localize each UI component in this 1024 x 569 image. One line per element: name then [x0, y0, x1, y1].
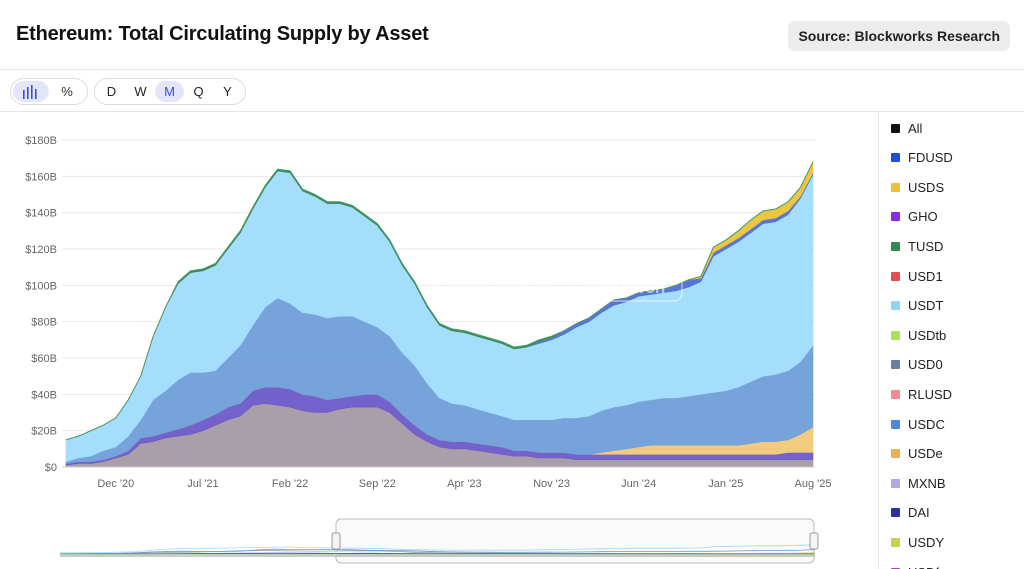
y-tick-label: $160B	[25, 171, 57, 183]
legend-label: USD1	[908, 268, 943, 284]
stacked-area-chart[interactable]: $0 $20B $40B $60B $80B $100B $120B $140B $160B $1…	[0, 112, 878, 569]
legend-label: USD0	[908, 357, 943, 373]
legend-item-gho[interactable]: GHO	[891, 207, 938, 227]
period-button-q[interactable]: Q	[193, 84, 204, 99]
percent-icon: %	[61, 84, 73, 99]
period-button-d[interactable]: D	[106, 84, 117, 99]
legend-swatch	[891, 567, 900, 569]
x-tick-label: Jul '21	[187, 478, 218, 490]
x-tick-label: Sep '22	[359, 478, 396, 490]
period-button-y[interactable]: Y	[223, 84, 232, 99]
navigator-window[interactable]	[335, 518, 815, 564]
navigator-line-usdc	[59, 548, 816, 555]
legend-swatch	[891, 123, 900, 133]
legend-label: USDY	[908, 534, 945, 550]
x-tick-label: Dec '20	[97, 478, 134, 490]
legend-label: RLUSD	[908, 386, 953, 402]
legend-swatch	[891, 212, 900, 222]
legend-swatch	[891, 330, 900, 340]
legend-item-all[interactable]: All	[891, 118, 922, 138]
y-tick-label: $100B	[25, 280, 57, 292]
legend-item-fdusd[interactable]: FDUSD	[891, 148, 953, 168]
legend-label: TUSD	[908, 238, 944, 254]
legend-label: FDUSD	[908, 150, 953, 166]
legend-item-usds[interactable]: USDS	[891, 177, 944, 197]
x-tick-label: Nov '23	[533, 478, 570, 490]
legend-swatch	[891, 182, 900, 192]
legend-swatch	[891, 389, 900, 399]
legend-swatch	[891, 537, 900, 547]
y-tick-label: $140B	[25, 208, 57, 220]
legend-swatch	[891, 153, 900, 163]
absolute-mode-button[interactable]	[13, 81, 49, 102]
legend-item-usdc[interactable]: USDC	[891, 414, 945, 434]
legend-swatch	[891, 360, 900, 370]
legend: All FDUSD USDS GHO TUSD USD1 USDT USDtb USD0 RLUS…	[878, 112, 1024, 569]
x-tick-label: Jan '25	[708, 478, 743, 490]
watermark-badge	[571, 272, 683, 302]
navigator-handle-right[interactable]	[809, 532, 819, 550]
legend-label: USDtb	[908, 327, 947, 343]
legend-swatch	[891, 508, 900, 518]
chart-header: Ethereum: Total Circulating Supply by As…	[0, 0, 1024, 70]
x-tick-label: Feb '22	[272, 478, 308, 490]
legend-item-usde[interactable]: USDe	[891, 444, 943, 464]
legend-label: USDS	[908, 179, 945, 195]
legend-label: USDC	[908, 416, 945, 432]
navigator-line-usdt	[60, 544, 816, 554]
legend-item-mxnb[interactable]: MXNB	[891, 473, 946, 493]
period-button-m[interactable]: M	[155, 81, 184, 102]
legend-item-usdtb[interactable]: USDtb	[891, 325, 946, 345]
legend-swatch	[891, 301, 900, 311]
chart-title: Ethereum: Total Circulating Supply by As…	[16, 23, 429, 45]
percent-mode-button[interactable]: %	[49, 81, 85, 102]
legend-label: All	[908, 120, 923, 136]
watermark-badge-text: Research	[589, 278, 666, 297]
legend-label: USDT	[908, 298, 944, 314]
x-tick-label: Jun '24	[621, 478, 656, 490]
bar-chart-icon	[23, 84, 37, 99]
legend-item-usdt[interactable]: USDT	[891, 296, 943, 316]
legend-label: GHO	[908, 209, 938, 225]
legend-item-usdf[interactable]: USDf	[891, 562, 939, 569]
legend-swatch	[891, 271, 900, 281]
y-tick-label: $80B	[31, 317, 57, 329]
y-tick-label: $0	[45, 462, 57, 474]
period-button-w[interactable]: W	[134, 84, 147, 99]
legend-item-usdy[interactable]: USDY	[891, 532, 944, 552]
chart-area: $0 $20B $40B $60B $80B $100B $120B $140B $160B $1…	[0, 112, 878, 569]
legend-item-dai[interactable]: DAI	[891, 503, 930, 523]
legend-item-tusd[interactable]: TUSD	[891, 236, 943, 256]
legend-item-usd0[interactable]: USD0	[891, 355, 943, 375]
legend-label: USDf	[908, 565, 939, 569]
legend-item-rlusd[interactable]: RLUSD	[891, 384, 952, 404]
y-tick-label: $180B	[25, 135, 57, 147]
y-tick-label: $120B	[25, 244, 57, 256]
x-tick-label: Apr '23	[447, 478, 482, 490]
navigator-handle-left[interactable]	[331, 532, 341, 550]
legend-label: MXNB	[908, 475, 946, 491]
legend-item-usd1[interactable]: USD1	[891, 266, 943, 286]
y-tick-label: $60B	[31, 353, 57, 365]
chart-mode-toggle: %	[10, 78, 88, 105]
legend-swatch	[891, 419, 900, 429]
x-tick-label: Aug '25	[795, 478, 832, 490]
y-tick-label: $20B	[31, 426, 57, 438]
source-button[interactable]: Source: Blockworks Research	[788, 21, 1010, 51]
legend-swatch	[891, 449, 900, 459]
y-tick-label: $40B	[31, 389, 57, 401]
legend-label: USDe	[908, 446, 943, 462]
legend-swatch	[891, 478, 900, 488]
legend-swatch	[891, 241, 900, 251]
legend-label: DAI	[908, 505, 930, 521]
total-outline	[65, 161, 814, 441]
